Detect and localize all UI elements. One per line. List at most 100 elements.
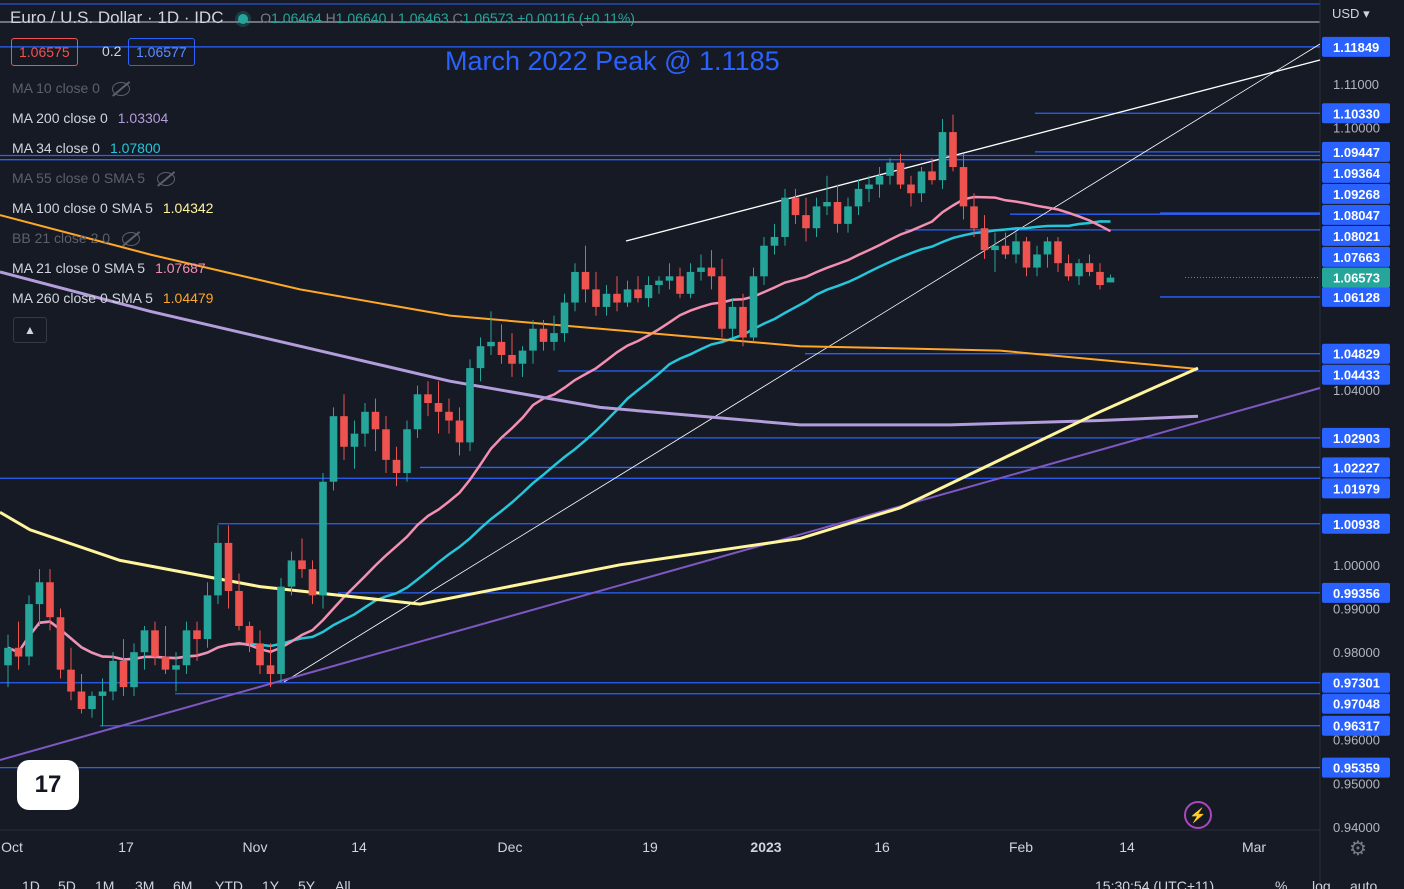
candle-body[interactable]: [907, 184, 915, 194]
level-price-tag[interactable]: [1322, 364, 1390, 385]
candle-body[interactable]: [1085, 263, 1094, 272]
candle-body[interactable]: [613, 293, 621, 303]
candle-body[interactable]: [928, 171, 936, 181]
candle-body[interactable]: [119, 660, 128, 688]
level-price-tag[interactable]: [1322, 582, 1390, 603]
candle-body[interactable]: [581, 271, 590, 290]
currency-selector[interactable]: USD ▾: [1332, 6, 1370, 21]
eye-hidden-icon[interactable]: [157, 172, 176, 187]
symbol-title[interactable]: Euro / U.S. Dollar · 1D · IDC: [10, 8, 224, 27]
candle-body[interactable]: [424, 394, 432, 404]
candle-body[interactable]: [287, 560, 296, 587]
candle-body[interactable]: [88, 695, 96, 709]
level-price-tag[interactable]: [1322, 715, 1390, 736]
candle-body[interactable]: [46, 582, 54, 618]
candle-body[interactable]: [361, 411, 369, 434]
candle-body[interactable]: [676, 276, 684, 294]
trendline-support[interactable]: [0, 387, 1321, 761]
candle-body[interactable]: [140, 630, 149, 653]
candle-body[interactable]: [35, 582, 44, 605]
lightning-icon[interactable]: ⚡: [1184, 801, 1212, 829]
candle-body[interactable]: [109, 660, 117, 692]
indicator-row[interactable]: MA 21 close 0 SMA 5 1.07687: [12, 260, 206, 276]
level-price-tag[interactable]: [1322, 204, 1390, 225]
range-button[interactable]: 3M: [135, 878, 155, 889]
chart-annotation[interactable]: March 2022 Peak @ 1.1185: [445, 46, 780, 76]
candle-body[interactable]: [623, 289, 632, 303]
candle-body[interactable]: [707, 267, 716, 277]
candle-body[interactable]: [770, 236, 779, 246]
candle-body[interactable]: [182, 630, 191, 666]
candle-body[interactable]: [340, 416, 348, 447]
candle-body[interactable]: [791, 197, 800, 216]
indicator-row[interactable]: MA 200 close 0 1.03304: [12, 110, 168, 126]
candle-body[interactable]: [298, 560, 306, 570]
percent-toggle[interactable]: %: [1275, 878, 1288, 889]
candle-body[interactable]: [865, 184, 873, 189]
candle-body[interactable]: [214, 542, 222, 596]
candle-body[interactable]: [833, 202, 842, 224]
candle-body[interactable]: [151, 630, 159, 657]
indicator-row[interactable]: MA 34 close 0 1.07800: [12, 140, 161, 156]
trendline-upper[interactable]: [625, 59, 1321, 242]
candle-body[interactable]: [476, 346, 485, 369]
candle-body[interactable]: [550, 333, 558, 342]
candle-body[interactable]: [266, 665, 275, 675]
candle-body[interactable]: [1001, 245, 1010, 255]
indicator-row[interactable]: MA 100 close 0 SMA 5 1.04342: [12, 200, 213, 216]
candle-body[interactable]: [781, 197, 789, 237]
candle-body[interactable]: [56, 617, 65, 670]
candle-body[interactable]: [644, 285, 653, 299]
candle-body[interactable]: [844, 206, 852, 224]
candle-body[interactable]: [518, 350, 527, 364]
candle-body[interactable]: [718, 276, 726, 329]
collapse-legend-button[interactable]: ▲: [13, 317, 47, 343]
indicator-row[interactable]: MA 260 close 0 SMA 5 1.04479: [12, 290, 213, 306]
candle-body[interactable]: [823, 202, 831, 207]
candle-body[interactable]: [487, 341, 495, 347]
candle-body[interactable]: [67, 669, 75, 692]
level-price-tag[interactable]: [1322, 427, 1390, 448]
candle-body[interactable]: [886, 162, 894, 176]
candle-body[interactable]: [434, 403, 443, 412]
candle-body[interactable]: [130, 652, 138, 688]
candle-body[interactable]: [308, 569, 317, 596]
ma34-line[interactable]: [7, 220, 1111, 661]
candle-body[interactable]: [392, 459, 401, 473]
clock-time[interactable]: 15:30:54 (UTC+11): [1095, 878, 1215, 889]
candle-body[interactable]: [1012, 241, 1020, 255]
level-price-tag[interactable]: [1322, 513, 1390, 534]
candle-body[interactable]: [1075, 263, 1083, 277]
candle-body[interactable]: [959, 167, 968, 207]
indicator-row[interactable]: MA 55 close 0 SMA 5: [12, 170, 176, 187]
candle-body[interactable]: [256, 643, 264, 666]
candle-body[interactable]: [413, 394, 422, 430]
level-price-tag[interactable]: [1322, 672, 1390, 693]
candle-body[interactable]: [193, 630, 201, 640]
level-price-tag[interactable]: [1322, 478, 1390, 499]
candle-body[interactable]: [655, 280, 663, 286]
auto-toggle[interactable]: auto: [1350, 878, 1378, 889]
candle-body[interactable]: [466, 368, 474, 443]
candle-body[interactable]: [497, 341, 506, 355]
candle-body[interactable]: [98, 691, 107, 696]
candle-body[interactable]: [980, 228, 989, 251]
candle-body[interactable]: [1096, 271, 1104, 286]
range-button[interactable]: 1Y: [262, 878, 280, 889]
range-button[interactable]: 1M: [95, 878, 115, 889]
candle-body[interactable]: [812, 206, 821, 229]
candle-body[interactable]: [1064, 263, 1073, 277]
candle-body[interactable]: [739, 306, 747, 338]
sell-price-button[interactable]: 1.06575: [11, 38, 78, 66]
candle-body[interactable]: [896, 162, 905, 185]
candle-body[interactable]: [949, 132, 957, 168]
candle-body[interactable]: [445, 411, 453, 421]
eye-hidden-icon[interactable]: [111, 82, 130, 97]
trendline-thin[interactable]: [283, 43, 1321, 683]
candle-body[interactable]: [592, 289, 600, 307]
candle-body[interactable]: [245, 625, 254, 644]
indicator-row[interactable]: MA 10 close 0: [12, 80, 130, 97]
candle-body[interactable]: [571, 271, 579, 303]
candle-body[interactable]: [991, 245, 999, 251]
